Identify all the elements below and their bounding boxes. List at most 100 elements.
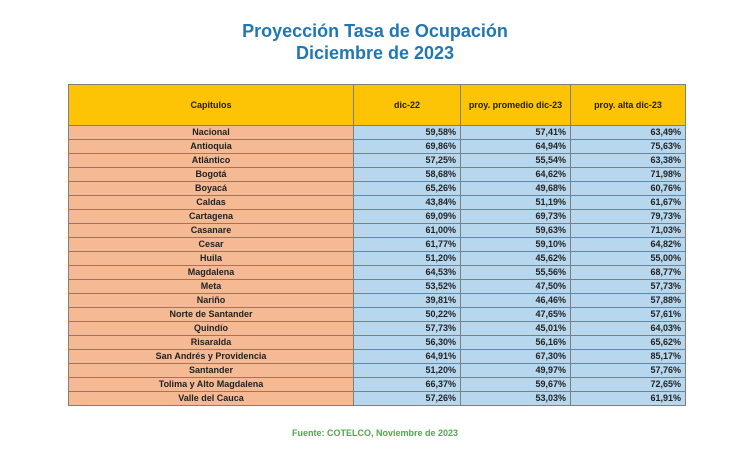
row-value-cell: 59,58%: [353, 125, 461, 140]
row-value-cell: 57,88%: [570, 293, 686, 308]
table-row: Bogotá 58,68% 64,62% 71,98%: [68, 167, 686, 182]
row-value-cell: 57,73%: [353, 321, 461, 336]
row-label-cell: Meta: [68, 279, 354, 294]
row-value-cell: 46,46%: [460, 293, 571, 308]
row-value-cell: 53,52%: [353, 279, 461, 294]
row-value-cell: 51,20%: [353, 363, 461, 378]
title-line-2: Diciembre de 2023: [295, 43, 455, 63]
row-value-cell: 53,03%: [460, 391, 571, 406]
page-title: Proyección Tasa de Ocupación Diciembre d…: [0, 20, 750, 64]
table-row: Norte de Santander 50,22% 47,65% 57,61%: [68, 307, 686, 322]
row-label-cell: San Andrés y Providencia: [68, 349, 354, 364]
row-value-cell: 59,67%: [460, 377, 571, 392]
title-line-1: Proyección Tasa de Ocupación: [242, 21, 508, 41]
row-value-cell: 61,67%: [570, 195, 686, 210]
header-dic-22: dic-22: [353, 84, 461, 126]
table-row: Meta 53,52% 47,50% 57,73%: [68, 279, 686, 294]
row-value-cell: 75,63%: [570, 139, 686, 154]
row-value-cell: 49,68%: [460, 181, 571, 196]
table-row: Cesar 61,77% 59,10% 64,82%: [68, 237, 686, 252]
table-row: Nacional 59,58% 57,41% 63,49%: [68, 125, 686, 140]
table-row: Valle del Cauca 57,26% 53,03% 61,91%: [68, 391, 686, 406]
row-value-cell: 43,84%: [353, 195, 461, 210]
row-value-cell: 71,98%: [570, 167, 686, 182]
table-row: Quindío 57,73% 45,01% 64,03%: [68, 321, 686, 336]
row-value-cell: 64,62%: [460, 167, 571, 182]
row-value-cell: 39,81%: [353, 293, 461, 308]
row-value-cell: 64,53%: [353, 265, 461, 280]
row-label-cell: Atlántico: [68, 153, 354, 168]
row-value-cell: 61,00%: [353, 223, 461, 238]
source-note: Fuente: COTELCO, Noviembre de 2023: [291, 428, 459, 438]
row-value-cell: 45,01%: [460, 321, 571, 336]
row-label-cell: Bogotá: [68, 167, 354, 182]
row-value-cell: 69,73%: [460, 209, 571, 224]
header-capitulos: Capitulos: [68, 84, 354, 126]
row-value-cell: 57,73%: [570, 279, 686, 294]
row-value-cell: 67,30%: [460, 349, 571, 364]
row-value-cell: 64,82%: [570, 237, 686, 252]
row-label-cell: Risaralda: [68, 335, 354, 350]
row-value-cell: 64,94%: [460, 139, 571, 154]
row-value-cell: 64,03%: [570, 321, 686, 336]
row-value-cell: 47,50%: [460, 279, 571, 294]
header-proy-alta: proy. alta dic-23: [570, 84, 686, 126]
row-value-cell: 57,41%: [460, 125, 571, 140]
row-label-cell: Tolima y Alto Magdalena: [68, 377, 354, 392]
row-value-cell: 55,54%: [460, 153, 571, 168]
row-value-cell: 63,38%: [570, 153, 686, 168]
row-value-cell: 69,86%: [353, 139, 461, 154]
row-value-cell: 49,97%: [460, 363, 571, 378]
table-row: Risaralda 56,30% 56,16% 65,62%: [68, 335, 686, 350]
table-row: Boyacá 65,26% 49,68% 60,76%: [68, 181, 686, 196]
row-label-cell: Santander: [68, 363, 354, 378]
row-value-cell: 79,73%: [570, 209, 686, 224]
row-value-cell: 47,65%: [460, 307, 571, 322]
table-body: Nacional 59,58% 57,41% 63,49% Antioquia 69,86…: [68, 125, 686, 406]
row-label-cell: Boyacá: [68, 181, 354, 196]
row-value-cell: 69,09%: [353, 209, 461, 224]
row-value-cell: 56,30%: [353, 335, 461, 350]
table-row: Tolima y Alto Magdalena 66,37% 59,67% 72,65…: [68, 377, 686, 392]
row-label-cell: Valle del Cauca: [68, 391, 354, 406]
table-row: Atlántico 57,25% 55,54% 63,38%: [68, 153, 686, 168]
row-value-cell: 61,77%: [353, 237, 461, 252]
row-value-cell: 65,26%: [353, 181, 461, 196]
row-value-cell: 59,63%: [460, 223, 571, 238]
row-label-cell: Nacional: [68, 125, 354, 140]
header-proy-promedio: proy. promedio dic-23: [460, 84, 571, 126]
table-row: Huila 51,20% 45,62% 55,00%: [68, 251, 686, 266]
row-label-cell: Cartagena: [68, 209, 354, 224]
table-row: San Andrés y Providencia 64,91% 67,30% 85,1…: [68, 349, 686, 364]
row-value-cell: 57,25%: [353, 153, 461, 168]
row-value-cell: 51,20%: [353, 251, 461, 266]
row-value-cell: 51,19%: [460, 195, 571, 210]
row-value-cell: 68,77%: [570, 265, 686, 280]
row-value-cell: 60,76%: [570, 181, 686, 196]
row-value-cell: 57,26%: [353, 391, 461, 406]
row-label-cell: Caldas: [68, 195, 354, 210]
table-row: Nariño 39,81% 46,46% 57,88%: [68, 293, 686, 308]
row-label-cell: Casanare: [68, 223, 354, 238]
row-value-cell: 63,49%: [570, 125, 686, 140]
row-label-cell: Cesar: [68, 237, 354, 252]
row-value-cell: 57,61%: [570, 307, 686, 322]
table-row: Caldas 43,84% 51,19% 61,67%: [68, 195, 686, 210]
table-row: Magdalena 64,53% 55,56% 68,77%: [68, 265, 686, 280]
row-value-cell: 57,76%: [570, 363, 686, 378]
row-value-cell: 59,10%: [460, 237, 571, 252]
row-label-cell: Nariño: [68, 293, 354, 308]
table-row: Cartagena 69,09% 69,73% 79,73%: [68, 209, 686, 224]
occupancy-table: Capitulos dic-22 proy. promedio dic-23 p…: [68, 84, 686, 406]
row-label-cell: Norte de Santander: [68, 307, 354, 322]
row-value-cell: 45,62%: [460, 251, 571, 266]
row-label-cell: Antioquia: [68, 139, 354, 154]
row-value-cell: 85,17%: [570, 349, 686, 364]
row-label-cell: Quindío: [68, 321, 354, 336]
row-value-cell: 66,37%: [353, 377, 461, 392]
row-value-cell: 50,22%: [353, 307, 461, 322]
row-value-cell: 56,16%: [460, 335, 571, 350]
row-value-cell: 58,68%: [353, 167, 461, 182]
row-value-cell: 72,65%: [570, 377, 686, 392]
